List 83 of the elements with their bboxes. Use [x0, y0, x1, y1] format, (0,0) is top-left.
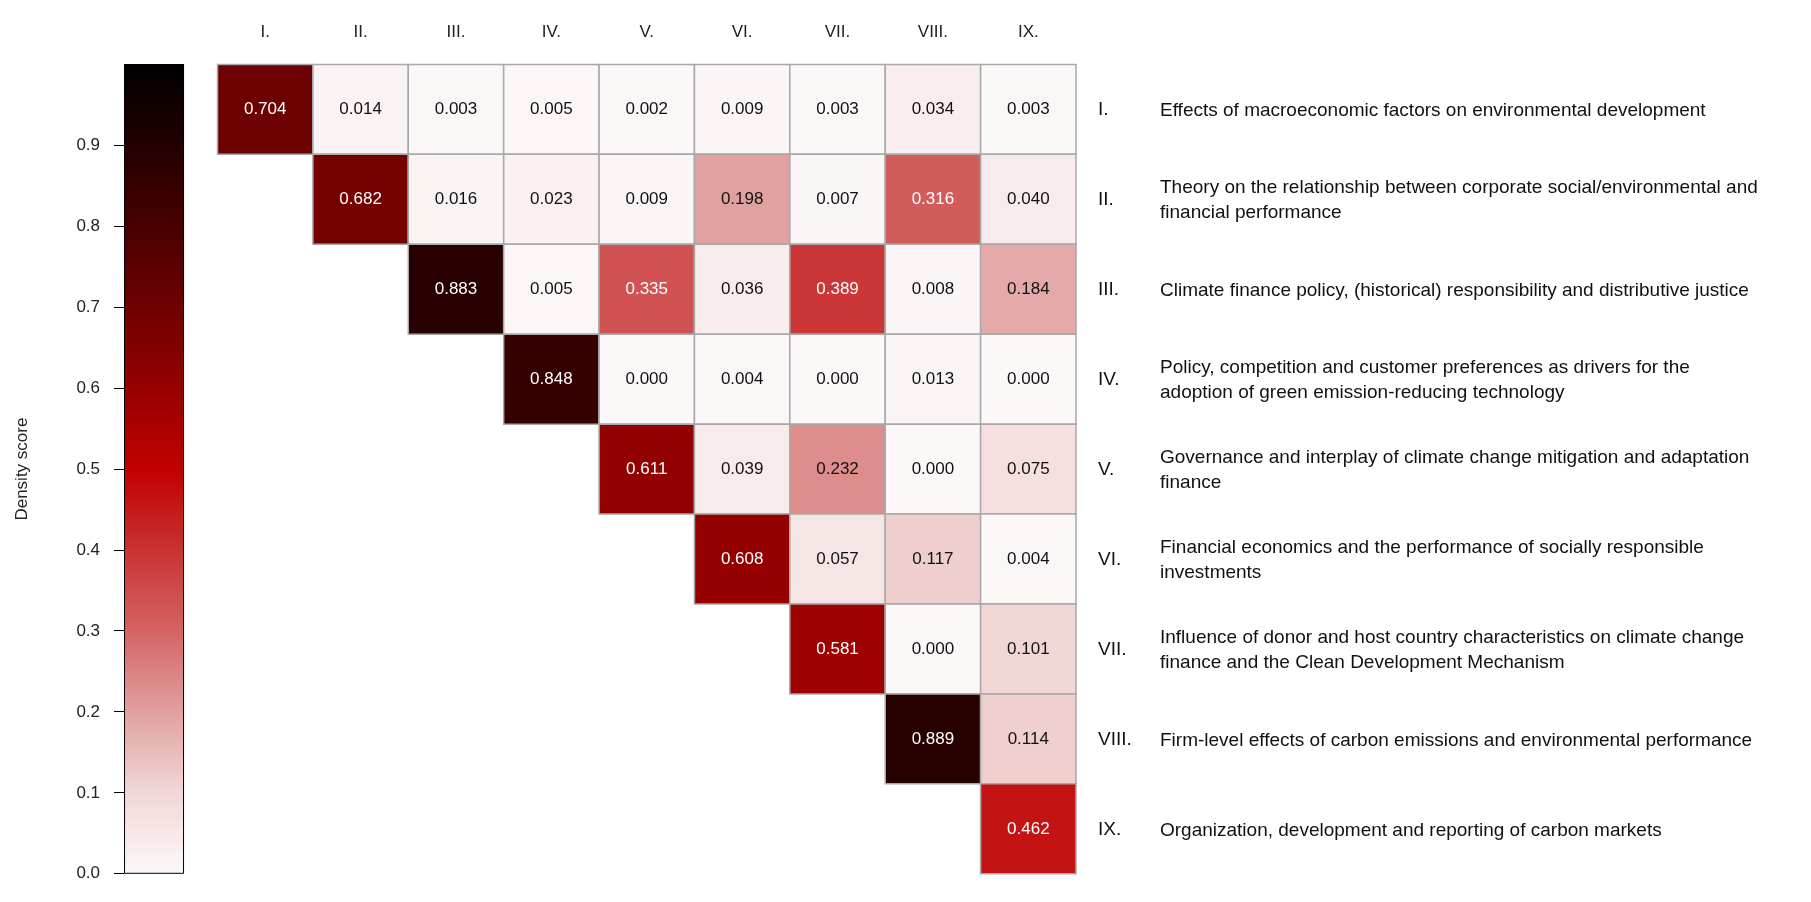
data-label: 0.014: [339, 99, 382, 119]
data-label: 0.009: [720, 99, 764, 119]
data-label: 0.000: [911, 638, 955, 658]
data-label: 0.004: [1007, 548, 1050, 568]
x-tick-label: III.: [446, 21, 466, 41]
y2-tick-label: Governance and interplay of climate change mitigation and adaptation finance: [1160, 445, 1751, 495]
y-tick-label: VIII.: [1098, 727, 1132, 750]
data-label: 0.611: [626, 458, 668, 478]
x-tick-label: VIII.: [917, 21, 949, 41]
data-label: 0.848: [530, 368, 573, 388]
data-label: 0.003: [434, 99, 478, 119]
data-label: 0.114: [1007, 728, 1049, 748]
y2-tick-label: Theory on the relationship between corporate social/environmental and financial performance: [1160, 175, 1759, 225]
x-tick-label: I.: [260, 21, 270, 41]
data-label: 0.008: [911, 278, 955, 298]
y2-tick-label: Climate finance policy, (historical) responsibility and distributive justice: [1160, 277, 1750, 302]
data-label: 0.036: [720, 278, 764, 298]
data-label: 0.889: [911, 728, 955, 748]
data-label: 0.013: [911, 368, 955, 388]
x-tick-label: VI.: [731, 21, 753, 41]
data-label: 0.000: [816, 368, 859, 388]
data-label: 0.184: [1007, 278, 1050, 298]
color-bar-title: Density score: [11, 417, 31, 521]
color-bar-label: 0.7: [76, 296, 101, 316]
color-bar-label: 0.2: [76, 701, 101, 721]
color-bar-label: 0.0: [76, 863, 101, 883]
y2-tick-label: Firm-level effects of carbon emissions and environmental performance: [1160, 727, 1754, 752]
y-tick-label: VI.: [1098, 548, 1122, 571]
y-tick-label: V.: [1098, 458, 1115, 481]
x-tick-label: IX.: [1017, 21, 1039, 41]
color-bar-label: 0.6: [76, 377, 101, 397]
color-bar-label: 0.1: [76, 782, 101, 802]
data-label: 0.232: [816, 458, 859, 478]
data-label: 0.000: [911, 458, 955, 478]
data-label: 0.057: [816, 548, 859, 568]
data-label: 0.704: [243, 99, 287, 119]
data-label: 0.198: [720, 188, 764, 208]
y2-tick-label: Influence of donor and host country characteristics on climate change finance and the Clean Development Mechanism: [1160, 624, 1746, 674]
y-tick-label: VII.: [1098, 637, 1127, 660]
data-label: 0.316: [911, 188, 955, 208]
y2-tick-label: Financial economics and the performance of socially responsible investments: [1160, 535, 1705, 585]
x-tick-label: IV.: [541, 21, 561, 41]
data-label: 0.016: [434, 188, 478, 208]
data-label: 0.003: [1007, 99, 1050, 119]
color-bar-label: 0.4: [76, 539, 101, 559]
y2-tick-label: Policy, competition and customer preferences as drivers for the adoption of green emission-reducing technology: [1160, 355, 1691, 405]
data-label: 0.003: [816, 99, 859, 119]
data-label: 0.000: [1007, 368, 1050, 388]
y-tick-label: II.: [1098, 188, 1114, 211]
color-bar-label: 0.3: [76, 620, 101, 640]
data-label: 0.581: [816, 638, 859, 658]
y-tick-label: IX.: [1098, 817, 1122, 840]
data-label: 0.039: [720, 458, 764, 478]
data-label: 0.389: [816, 278, 859, 298]
data-label: 0.117: [912, 548, 954, 568]
data-label: 0.005: [530, 99, 573, 119]
y-tick-label: I.: [1098, 98, 1109, 121]
color-bar-label: 0.5: [76, 458, 101, 478]
data-label: 0.023: [530, 188, 573, 208]
data-label: 0.034: [911, 99, 955, 119]
x-tick-label: II.: [353, 21, 368, 41]
color-bar-label: 0.9: [76, 135, 101, 155]
color-bar-label: 0.8: [76, 215, 101, 235]
data-label: 0.002: [625, 99, 669, 119]
x-tick-label: VII.: [824, 21, 851, 41]
data-label: 0.005: [530, 278, 573, 298]
y-tick-label: III.: [1098, 278, 1120, 301]
data-label: 0.040: [1007, 188, 1050, 208]
data-label: 0.883: [434, 278, 478, 298]
data-label: 0.004: [720, 368, 764, 388]
data-label: 0.335: [625, 278, 669, 298]
y2-tick-label: Effects of macroeconomic factors on environmental development: [1160, 97, 1707, 122]
data-label: 0.462: [1007, 818, 1050, 838]
data-label: 0.682: [339, 188, 382, 208]
y2-tick-label: Organization, development and reporting of carbon markets: [1160, 817, 1663, 842]
data-label: 0.009: [625, 188, 669, 208]
y-tick-label: IV.: [1098, 368, 1120, 391]
x-tick-label: V.: [639, 21, 655, 41]
data-label: 0.075: [1007, 458, 1050, 478]
data-label: 0.101: [1007, 638, 1050, 658]
data-label: 0.000: [625, 368, 669, 388]
data-label: 0.007: [816, 188, 859, 208]
data-label: 0.608: [720, 548, 764, 568]
